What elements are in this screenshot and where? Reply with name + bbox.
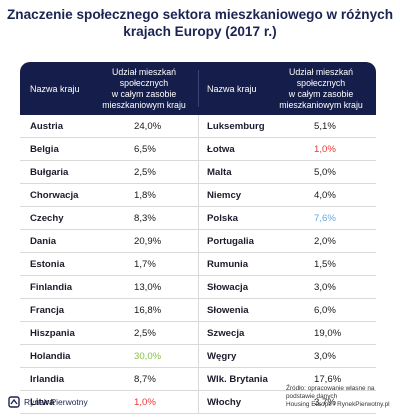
share-value-right: 6,0%: [314, 304, 336, 316]
share-value-left: 1,0%: [134, 396, 156, 408]
table-header: Nazwa kraju Udział mieszkań społecznych …: [20, 62, 376, 115]
table-row: Irlandia 8,7% Wlk. Brytania 17,6%: [20, 368, 376, 391]
country-name-left: Litwa: [30, 396, 55, 408]
share-value-left: 8,7%: [134, 373, 156, 385]
title-line-2: krajach Europy (2017 r.): [123, 24, 277, 39]
country-name-right: Polska: [207, 212, 238, 224]
source-line-2: Housing Europe / RynekPierwotny.pl: [286, 401, 390, 408]
country-name-right: Portugalia: [207, 235, 254, 247]
column-divider: [198, 115, 199, 414]
share-value-right: 5,1%: [314, 120, 336, 132]
table-row: Francja 16,8% Słowenia 6,0%: [20, 299, 376, 322]
share-value-right: 19,0%: [314, 327, 342, 339]
header-share-right-line4: mieszkaniowym kraju: [279, 99, 363, 110]
share-value-left: 2,5%: [134, 327, 156, 339]
header-share-left-line1: Udział mieszkań: [111, 66, 177, 77]
country-name-left: Dania: [30, 235, 57, 247]
table-row: Hiszpania 2,5% Szwecja 19,0%: [20, 322, 376, 345]
country-name-right: Malta: [207, 166, 232, 178]
share-value-right: 1,0%: [314, 143, 336, 155]
country-name-left: Holandia: [30, 350, 71, 362]
brand-logo: Rynek Pierwotny: [8, 396, 88, 408]
table-row: Austria 24,0% Luksemburg 5,1%: [20, 115, 376, 138]
country-name-right: Słowacja: [207, 281, 249, 293]
share-value-right: 4,0%: [314, 189, 336, 201]
source-note: Źródło: opracowanie własne na podstawie …: [286, 385, 398, 409]
share-value-right: 3,7%: [314, 396, 336, 408]
table-row: Chorwacja 1,8% Niemcy 4,0%: [20, 184, 376, 207]
country-name-right: Niemcy: [207, 189, 242, 201]
share-value-left: 13,0%: [134, 281, 162, 293]
header-share-left-line4: mieszkaniowym kraju: [102, 99, 186, 110]
country-name-right: Szwecja: [207, 327, 245, 339]
country-name-right: Wlk. Brytania: [207, 373, 268, 385]
header-share-right-line1: Udział mieszkań: [288, 66, 354, 77]
logo-icon: [8, 396, 20, 408]
country-name-left: Hiszpania: [30, 327, 75, 339]
share-value-right: 1,5%: [314, 258, 336, 270]
country-name-left: Irlandia: [30, 373, 65, 385]
logo-text: Rynek Pierwotny: [24, 397, 88, 407]
share-value-left: 30,0%: [134, 350, 162, 362]
country-name-right: Węgry: [207, 350, 237, 362]
share-value-left: 2,5%: [134, 166, 156, 178]
share-value-left: 6,5%: [134, 143, 156, 155]
table-row: Holandia 30,0% Węgry 3,0%: [20, 345, 376, 368]
share-value-left: 1,8%: [134, 189, 156, 201]
share-value-right: 2,0%: [314, 235, 336, 247]
title-line-1: Znaczenie społecznego sektora mieszkanio…: [6, 7, 394, 22]
share-value-right: 3,0%: [314, 281, 336, 293]
country-name-left: Bułgaria: [30, 166, 69, 178]
table-row: Finlandia 13,0% Słowacja 3,0%: [20, 276, 376, 299]
share-value-right: 17,6%: [314, 373, 342, 385]
share-value-right: 7,6%: [314, 212, 336, 224]
share-value-right: 3,0%: [314, 350, 336, 362]
header-share-left-line3: w całym zasobie: [111, 88, 177, 99]
share-value-right: 5,0%: [314, 166, 336, 178]
table-row: Dania 20,9% Portugalia 2,0%: [20, 230, 376, 253]
country-name-left: Finlandia: [30, 281, 73, 293]
share-value-left: 20,9%: [134, 235, 162, 247]
country-name-right: Luksemburg: [207, 120, 265, 132]
country-name-left: Chorwacja: [30, 189, 79, 201]
country-name-right: Słowenia: [207, 304, 249, 316]
header-name-right: Nazwa kraju: [207, 83, 257, 94]
header-share-right: Udział mieszkań społecznych w całym zaso…: [266, 62, 376, 115]
share-value-left: 8,3%: [134, 212, 156, 224]
header-name-left: Nazwa kraju: [30, 83, 80, 94]
table-row: Litwa 1,0% Włochy 3,7%: [20, 391, 376, 414]
data-table: Nazwa kraju Udział mieszkań społecznych …: [20, 62, 376, 414]
header-share-left-line2: społecznych: [119, 77, 169, 88]
share-value-left: 16,8%: [134, 304, 162, 316]
header-share-right-line2: społecznych: [296, 77, 346, 88]
country-name-left: Belgia: [30, 143, 59, 155]
chart-title: Znaczenie społecznego sektora mieszkanio…: [0, 6, 400, 40]
country-name-left: Estonia: [30, 258, 65, 270]
country-name-right: Rumunia: [207, 258, 249, 270]
table-row: Estonia 1,7% Rumunia 1,5%: [20, 253, 376, 276]
table-body: Austria 24,0% Luksemburg 5,1% Belgia 6,5% Łotw…: [20, 115, 376, 414]
table-row: Bułgaria 2,5% Malta 5,0%: [20, 161, 376, 184]
country-name-left: Czechy: [30, 212, 64, 224]
header-share-left: Udział mieszkań społecznych w całym zaso…: [90, 62, 198, 115]
country-name-left: Francja: [30, 304, 65, 316]
share-value-left: 1,7%: [134, 258, 156, 270]
country-name-right: Łotwa: [207, 143, 235, 155]
country-name-left: Austria: [30, 120, 64, 132]
table-row: Belgia 6,5% Łotwa 1,0%: [20, 138, 376, 161]
header-share-right-line3: w całym zasobie: [288, 88, 354, 99]
source-line-1: Źródło: opracowanie własne na podstawie …: [286, 385, 375, 400]
header-divider: [198, 70, 199, 107]
share-value-left: 24,0%: [134, 120, 162, 132]
table-row: Czechy 8,3% Polska 7,6%: [20, 207, 376, 230]
country-name-right: Włochy: [207, 396, 242, 408]
